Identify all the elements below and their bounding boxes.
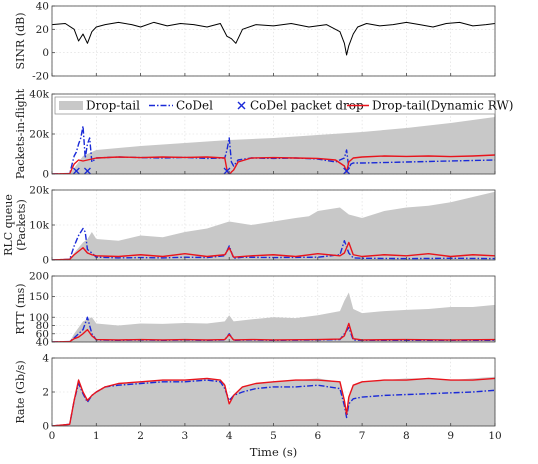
plot-area-rate — [52, 376, 495, 426]
y-tick-label: 40 — [36, 337, 49, 349]
y-axis-label: RLC queue — [2, 194, 15, 256]
x-tick-label: 2 — [137, 430, 144, 442]
y-tick-label: 200 — [29, 271, 49, 283]
y-tick-label: 0 — [42, 47, 49, 59]
legend-label: CoDel — [176, 99, 213, 113]
x-tick-label: 7 — [359, 430, 366, 442]
y-tick-label: 0 — [42, 169, 49, 181]
legend-label: CoDel packet drop — [250, 99, 364, 113]
series-line-sinr — [52, 21, 495, 56]
series-line-codel — [52, 227, 495, 260]
series-area-drop-tail — [52, 191, 495, 260]
y-tick-label: 4 — [42, 353, 49, 365]
y-tick-label: -20 — [32, 71, 49, 83]
legend-entry-codel: CoDel — [149, 99, 213, 113]
y-axis-label: Packets-in-flight — [14, 88, 27, 179]
y-tick-label: 10k — [29, 220, 49, 232]
legend: Drop-tail CoDel CoDel packet drop Drop-tail… — [54, 96, 513, 115]
y-tick-label: 40 — [36, 1, 49, 13]
y-tick-label: 20k — [29, 129, 49, 141]
y-tick-label: 0 — [42, 255, 49, 267]
y-tick-label: 150 — [29, 291, 49, 303]
x-tick-label: 6 — [314, 430, 321, 442]
y-tick-label: 40k — [29, 89, 49, 101]
y-axis-label: SINR (dB) — [14, 13, 27, 70]
plot-area-rlc_queue — [52, 191, 495, 260]
x-tick-label: 9 — [447, 430, 454, 442]
y-tick-label: 2 — [42, 387, 49, 399]
series-line-drop-tail-dynamic-rw — [52, 322, 495, 342]
y-tick-label: 100 — [29, 312, 49, 324]
legend-label: Drop-tail(Dynamic RW) — [372, 99, 513, 113]
y-tick-label: 20k — [29, 185, 49, 197]
x-tick-label: 0 — [49, 430, 56, 442]
x-tick-label: 10 — [488, 430, 501, 442]
y-axis-label: Rate (Gb/s) — [14, 360, 27, 423]
y-tick-label: 80 — [36, 320, 49, 332]
x-tick-label: 5 — [270, 430, 277, 442]
series-area-drop-tail — [52, 376, 495, 426]
series-line-drop-tail-dynamic-rw — [52, 377, 495, 426]
series-area-drop-tail — [52, 117, 495, 174]
x-tick-label: 8 — [403, 430, 410, 442]
x-axis-label: Time (s) — [250, 445, 298, 459]
x-tick-label: 1 — [93, 430, 100, 442]
series-area-drop-tail — [52, 292, 495, 342]
series-line-drop-tail-dynamic-rw — [52, 241, 495, 260]
legend-entry-drop-tail: Drop-tail — [59, 99, 140, 113]
y-axis-label: RTT (ms) — [14, 283, 27, 334]
y-tick-label: 20 — [36, 24, 49, 36]
panel-rate: 0 2 4 Rate (Gb/s) 0 1 2 3 4 5 6 7 8 9 10 Time (s) — [14, 353, 502, 460]
panel-sinr: -20 0 20 40 SINR (dB) — [14, 1, 496, 83]
legend-entry-drop-tail-dynamic-rw: Drop-tail(Dynamic RW) — [347, 99, 513, 113]
y-axis-label-unit: (Packets) — [15, 199, 28, 250]
panel-rlc_queue: 0 10k 20k RLC queue (Packets) — [2, 185, 496, 267]
marker-codel-packet-drop — [343, 167, 351, 175]
legend-entry-codel-packet-drop: CoDel packet drop — [237, 99, 364, 113]
x-tick-label: 3 — [182, 430, 189, 442]
y-tick-label: 0 — [42, 421, 49, 433]
marker-codel-packet-drop — [83, 167, 91, 175]
plot-area-sinr — [52, 21, 495, 56]
legend-label: Drop-tail — [86, 99, 140, 113]
plot-area-rtt — [52, 292, 495, 342]
marker-codel-packet-drop — [72, 167, 80, 175]
series-line-drop-tail-dynamic-rw — [52, 154, 495, 174]
y-tick-label: 60 — [36, 328, 49, 340]
x-tick-label: 4 — [226, 430, 233, 442]
plot-area-packets_in_flight — [52, 117, 495, 174]
